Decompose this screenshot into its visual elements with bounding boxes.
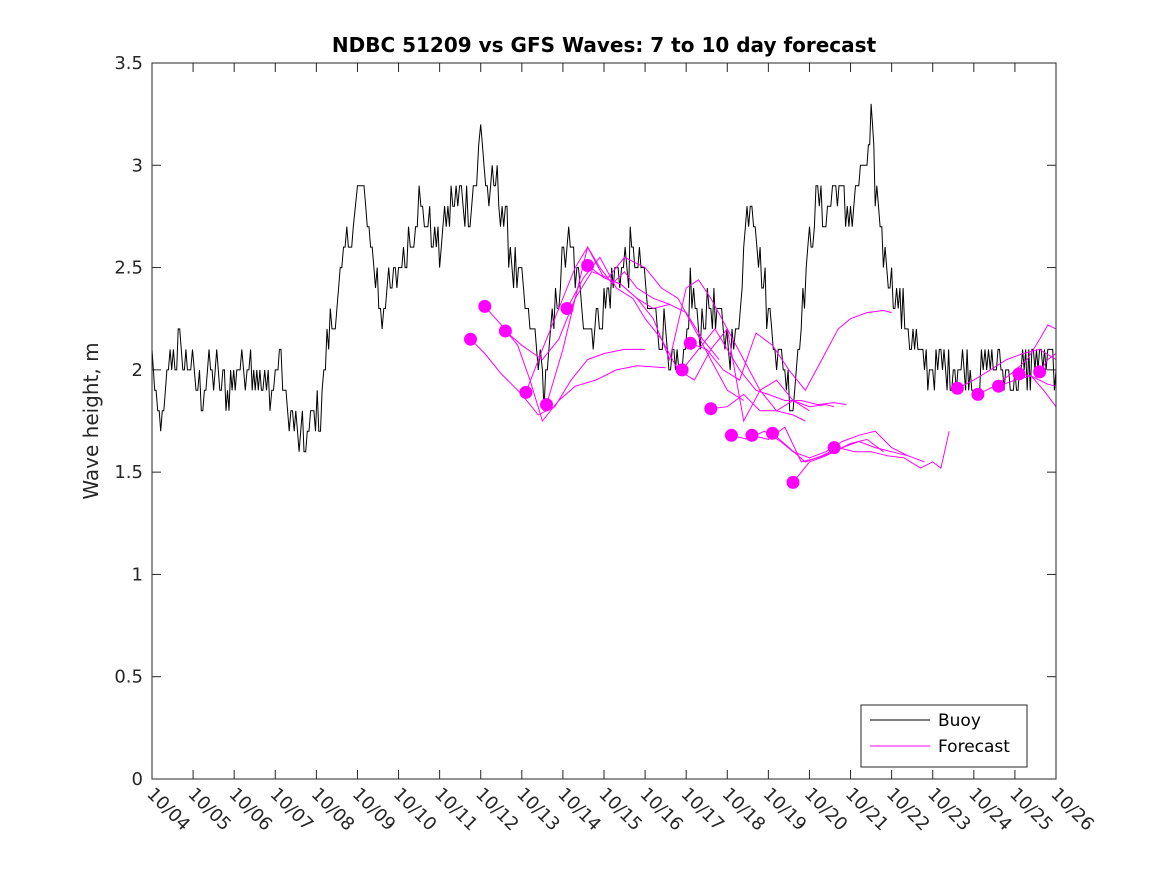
forecast-marker	[498, 324, 512, 338]
forecast-markers	[464, 259, 1047, 489]
legend-forecast-label: Forecast	[938, 737, 1010, 757]
forecast-line	[470, 338, 646, 416]
chart-title: NDBC 51209 vs GFS Waves: 7 to 10 day for…	[332, 33, 877, 57]
y-tick-label: 3.5	[114, 53, 143, 74]
forecast-marker	[745, 428, 759, 442]
y-tick-label: 1.5	[114, 462, 143, 483]
forecast-marker	[786, 475, 800, 489]
forecast-marker	[950, 381, 964, 395]
forecast-marker	[992, 379, 1005, 393]
forecast-line	[566, 256, 806, 422]
y-tick-label: 1	[132, 564, 143, 585]
forecast-line	[957, 348, 1057, 389]
forecast-marker	[540, 398, 553, 412]
buoy-line	[151, 103, 1057, 453]
forecast-line	[731, 430, 909, 459]
forecast-marker	[766, 426, 779, 440]
y-tick-label: 3	[132, 155, 143, 176]
forecast-marker	[827, 441, 841, 455]
forecast-marker	[704, 402, 718, 416]
forecast-line	[681, 328, 847, 406]
forecast-marker	[724, 428, 738, 442]
forecast-line	[710, 393, 810, 412]
forecast-marker	[683, 336, 697, 350]
forecast-marker	[1012, 367, 1026, 381]
y-axis-label: Wave height, m	[79, 342, 103, 499]
forecast-line	[587, 265, 835, 423]
axes-box	[151, 62, 1057, 780]
forecast-marker	[464, 332, 477, 346]
forecast-line	[546, 245, 670, 405]
forecast-line	[690, 309, 892, 392]
forecast-line	[772, 431, 950, 469]
y-tick-labels: 0 0.5 1 1.5 2 2.5 3 3.5	[114, 53, 143, 790]
forecast-marker	[675, 363, 689, 377]
buoy-series	[151, 103, 1057, 453]
legend-box	[860, 704, 1028, 768]
forecast-line	[484, 306, 666, 423]
y-tick-label: 2	[132, 360, 143, 381]
forecast-series	[470, 245, 1057, 483]
forecast-marker	[1033, 365, 1047, 379]
legend-buoy-label: Buoy	[938, 711, 981, 731]
plot-area	[152, 63, 1056, 779]
y-tick-label: 0	[132, 769, 143, 790]
forecast-marker	[971, 387, 985, 401]
forecast-line	[792, 440, 925, 483]
legend: Buoy Forecast	[860, 704, 1028, 768]
y-tick-label: 0.5	[114, 667, 143, 688]
y-tick-label: 2.5	[114, 258, 143, 279]
forecast-marker	[478, 299, 492, 313]
forecast-marker	[519, 385, 533, 399]
forecast-marker	[560, 302, 574, 315]
forecast-marker	[581, 259, 595, 272]
